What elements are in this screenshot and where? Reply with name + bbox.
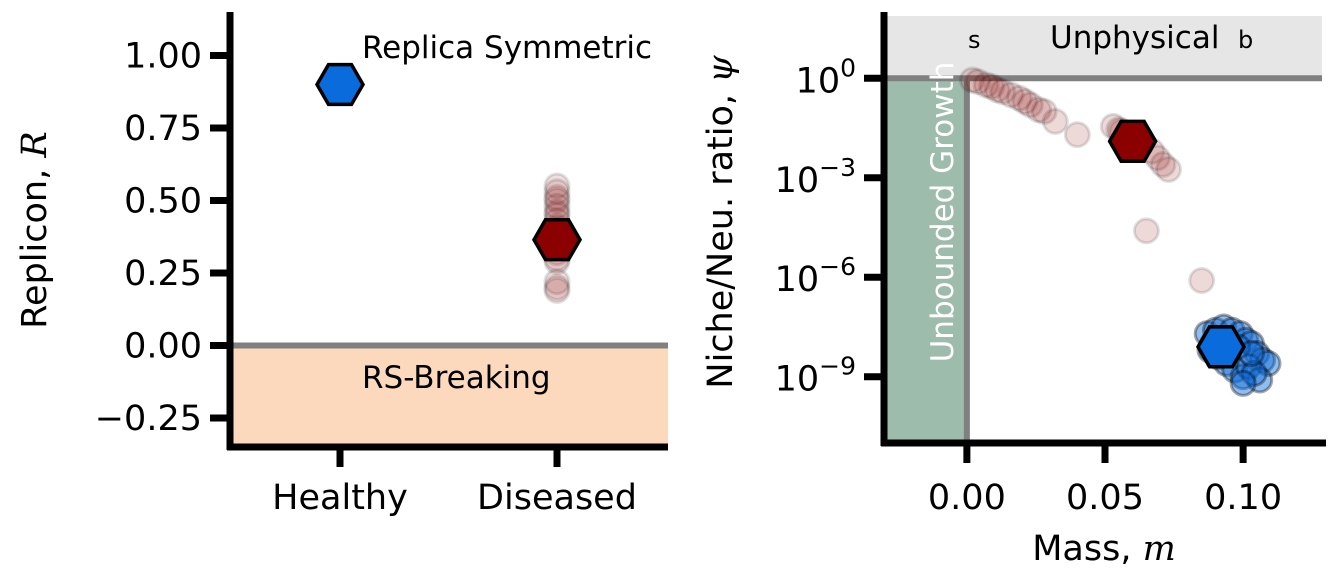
left-y-tick-label: 0.00 (124, 327, 202, 367)
right-sample-point (958, 66, 986, 94)
right-y-tick-exponent: −9 (819, 352, 856, 381)
right-x-axis-label-symbol: m (1143, 529, 1176, 569)
right-y-axis-label-text: Niche/Neu. ratio, (701, 83, 741, 389)
right-highlight-point (1107, 119, 1158, 163)
annotation-unbounded-growth: Unbounded Growth (925, 62, 961, 363)
left-sample-point (543, 184, 571, 212)
left-highlight-point (314, 62, 366, 107)
right-y-tick-base: 10 (775, 360, 820, 400)
right-y-tick-base: 10 (775, 260, 820, 300)
right-x-axis-label-text: Mass, (1032, 529, 1142, 569)
right-sample-point (1243, 339, 1271, 367)
left-x-tick-label: Diseased (477, 478, 637, 518)
right-sample-point (1254, 349, 1282, 377)
right-sample-point (1240, 359, 1268, 387)
right-y-axis-label: Niche/Neu. ratio, ψ (701, 55, 741, 389)
right-sample-point (1149, 151, 1177, 179)
right-sample-point (1229, 369, 1257, 397)
right-sample-point (1011, 88, 1039, 116)
right-sample-point (1155, 155, 1183, 183)
right-x-axis-label: Mass, m (1032, 529, 1176, 569)
right-y-tick-label: 10−9 (775, 352, 856, 400)
right-sample-point (997, 81, 1025, 109)
right-sample-point (1005, 84, 1033, 112)
right-sample-point (1030, 97, 1058, 125)
right-y-tick-base: 10 (796, 61, 841, 101)
right-sample-point (978, 73, 1006, 101)
left-sample-point (543, 178, 571, 206)
right-sample-point (1188, 267, 1216, 295)
unphysical-region (884, 16, 1322, 79)
right-sample-point (1025, 96, 1053, 124)
left-panel: −0.25 0.00 0.25 0.50 0.75 1.00 Healthy Disease… (15, 12, 668, 518)
left-y-axis-label-symbol: R (15, 131, 55, 158)
annotation-rs-breaking: RS-Breaking (362, 360, 551, 396)
right-sample-point (1132, 217, 1160, 245)
right-sample-point (1041, 107, 1069, 135)
rs-breaking-region (230, 345, 668, 447)
left-y-ticks: −0.25 0.00 0.25 0.50 0.75 1.00 (95, 37, 230, 439)
right-sample-point (1229, 363, 1257, 391)
right-y-tick-label: 10−3 (775, 153, 856, 201)
right-sample-point (1248, 346, 1276, 374)
left-x-ticks: Healthy Diseased (272, 447, 637, 518)
left-y-axis-label-text: Replicon, (15, 158, 55, 329)
left-y-tick-label: 0.25 (124, 254, 202, 294)
left-sample-point (543, 274, 571, 301)
left-sample-point (543, 187, 571, 214)
right-x-tick-label: 0.05 (1066, 478, 1144, 518)
annotation-corner-b: b (1238, 26, 1253, 54)
right-highlight-point (1195, 325, 1247, 369)
right-y-tick-exponent: −3 (819, 153, 856, 182)
left-y-tick-label: 0.75 (124, 109, 202, 149)
right-sample-point (983, 76, 1011, 104)
annotation-corner-s: s (968, 26, 981, 54)
annotation-replica-symmetric: Replica Symmetric (362, 30, 652, 66)
left-x-tick-label: Healthy (272, 478, 408, 518)
right-y-tick-label: 10−6 (775, 252, 856, 300)
left-sample-point (543, 172, 571, 200)
right-sample-point (1246, 366, 1274, 394)
left-sample-point (543, 276, 571, 304)
right-y-tick-exponent: 0 (840, 53, 856, 82)
right-y-axis-label-symbol: ψ (701, 55, 741, 83)
right-x-tick-label: 0.00 (928, 478, 1006, 518)
right-x-ticks: 0.00 0.05 0.10 (928, 443, 1282, 518)
right-y-tick-exponent: −6 (819, 252, 856, 281)
left-highlight-points (314, 62, 583, 262)
left-y-tick-label: 1.00 (124, 37, 202, 77)
left-y-tick-label: −0.25 (95, 399, 202, 439)
annotation-unphysical: Unphysical (1050, 20, 1219, 56)
right-sample-point (1016, 91, 1044, 119)
right-x-tick-label: 0.10 (1204, 478, 1282, 518)
right-y-tick-base: 10 (775, 161, 820, 201)
left-sample-point (543, 268, 571, 296)
right-sample-point (989, 78, 1017, 106)
right-highlight-points (1107, 119, 1247, 369)
right-sample-point (1235, 353, 1263, 381)
left-highlight-point (531, 217, 583, 262)
right-sample-point (972, 71, 1000, 99)
right-sample-point (964, 68, 992, 96)
right-sample-point (1063, 121, 1091, 149)
unbounded-growth-region (884, 78, 967, 444)
right-y-tick-label: 100 (796, 53, 856, 101)
left-y-axis-label: Replicon, R (15, 131, 55, 328)
left-y-tick-label: 0.50 (124, 182, 202, 222)
